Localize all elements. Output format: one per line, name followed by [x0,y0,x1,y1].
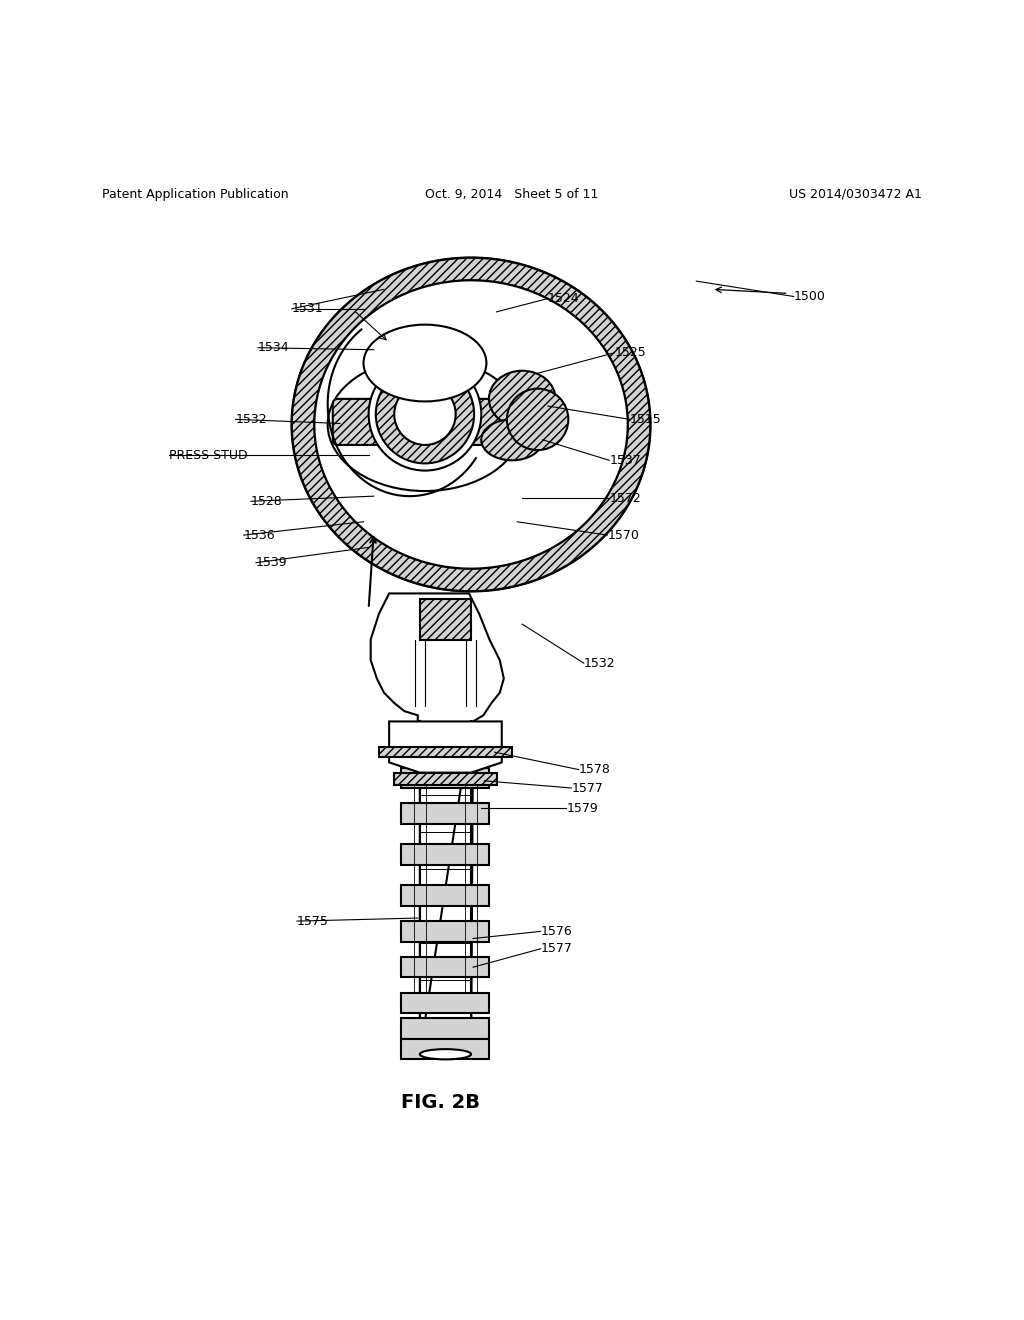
Text: 1534: 1534 [258,341,290,354]
Polygon shape [371,594,504,1055]
Text: PRESS STUD: PRESS STUD [169,449,248,462]
Text: 1500: 1500 [794,290,825,304]
Ellipse shape [364,325,486,401]
Text: 1576: 1576 [541,925,572,937]
Polygon shape [401,767,489,788]
Text: 1531: 1531 [292,302,324,315]
Text: 1577: 1577 [541,942,572,956]
Polygon shape [314,280,628,569]
Text: 1532: 1532 [236,413,267,426]
Text: 1515: 1515 [630,413,662,426]
Ellipse shape [328,358,522,491]
Polygon shape [401,921,489,941]
Polygon shape [401,804,489,824]
Polygon shape [379,747,512,758]
Text: 1537: 1537 [609,454,641,467]
Text: 1536: 1536 [244,528,275,541]
Text: US 2014/0303472 A1: US 2014/0303472 A1 [788,187,922,201]
Text: 1525: 1525 [614,346,646,359]
Polygon shape [401,993,489,1014]
Circle shape [376,366,474,463]
Text: Patent Application Publication: Patent Application Publication [102,187,289,201]
Circle shape [394,384,456,445]
Text: 1532: 1532 [584,656,615,669]
Text: 1570: 1570 [607,528,639,541]
Polygon shape [401,886,489,906]
Polygon shape [401,1019,489,1039]
Ellipse shape [489,371,555,428]
Polygon shape [401,845,489,865]
Polygon shape [401,1039,489,1060]
Text: 1524: 1524 [548,292,580,305]
Circle shape [507,388,568,450]
Text: 1575: 1575 [297,915,329,928]
Ellipse shape [481,420,543,461]
Text: 1539: 1539 [256,556,288,569]
Text: 1528: 1528 [251,495,283,508]
Polygon shape [394,772,497,785]
Text: 1577: 1577 [571,781,603,795]
Circle shape [369,358,481,470]
FancyBboxPatch shape [333,399,538,445]
Polygon shape [314,280,628,569]
Text: 1572: 1572 [609,492,641,504]
Polygon shape [292,257,650,591]
FancyBboxPatch shape [420,598,471,639]
Text: 1579: 1579 [566,803,598,814]
Ellipse shape [420,1049,471,1060]
Text: FIG. 2B: FIG. 2B [400,1093,480,1111]
Text: Oct. 9, 2014   Sheet 5 of 11: Oct. 9, 2014 Sheet 5 of 11 [425,187,599,201]
Polygon shape [389,722,502,772]
Polygon shape [401,957,489,977]
Polygon shape [292,257,650,591]
Text: 1578: 1578 [579,763,610,776]
